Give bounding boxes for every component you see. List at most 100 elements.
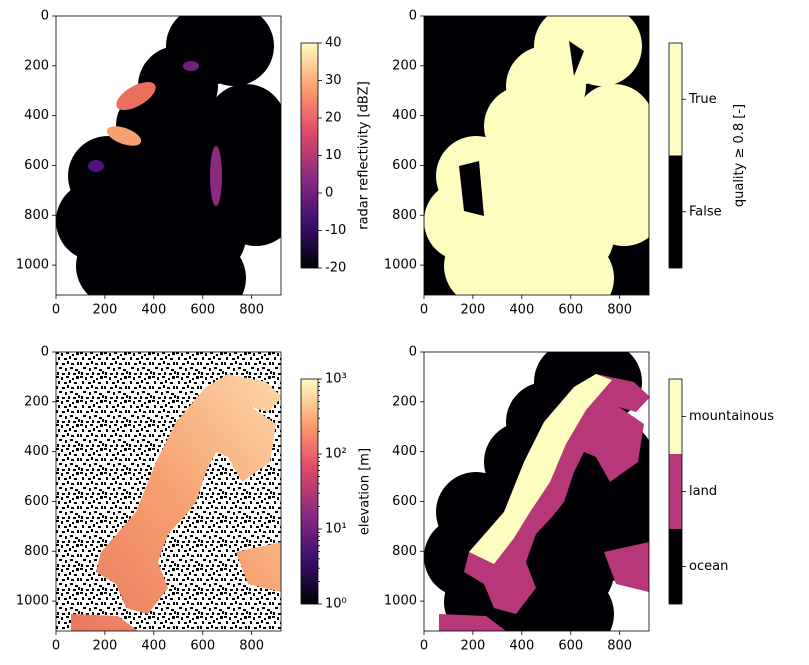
x-tick-label: 200 [460, 303, 485, 318]
colorbar-tick-label: 0 [325, 186, 333, 201]
y-tick-label: 400 [24, 108, 49, 123]
x-tick-label: 200 [460, 639, 485, 654]
radar-coverage [166, 96, 246, 176]
colorbar-frame [300, 42, 319, 269]
colorbar-tick-label: 40 [325, 36, 342, 51]
colorbar: -20 -10 0 10 20 30 40 radar reflectivity [dBZ] [300, 36, 372, 276]
colorbar-label: radar reflectivity [dBZ] [357, 81, 372, 230]
x-tick-label: 200 [92, 303, 117, 318]
y-tick-label: 200 [392, 58, 417, 73]
colorbar-tick-label: 10⁰ [325, 597, 347, 612]
x-tick-label: 800 [239, 303, 264, 318]
colorbar-segment [669, 155, 682, 268]
radar-coverage [121, 181, 201, 261]
colorbar-gradient [301, 379, 318, 604]
x-tick-label: 600 [190, 639, 215, 654]
x-tick-label: 800 [239, 639, 264, 654]
y-tick-label: 800 [392, 208, 417, 223]
x-tick-label: 400 [141, 303, 166, 318]
colorbar-segment [669, 454, 682, 529]
colorbar: oceanlandmountainoussurface type [668, 378, 774, 605]
radar-coverage [584, 166, 649, 246]
colorbar-tick-label: False [689, 204, 722, 219]
colorbar-tick-label: 10¹ [325, 522, 347, 537]
colorbar-tick-label: -10 [325, 223, 346, 238]
colorbar-gradient [301, 43, 318, 268]
axes-frame [423, 15, 650, 296]
axes-frame [55, 15, 282, 296]
panel: 0 200 400 600 800 0 200 400 600 800 1000 [384, 345, 650, 654]
mountains [469, 374, 612, 564]
image [424, 16, 649, 295]
colorbar-label: elevation [m] [357, 448, 372, 535]
y-tick-label: 600 [392, 494, 417, 509]
colorbar-tick-label: 20 [325, 111, 342, 126]
y-tick-label: 800 [24, 544, 49, 559]
radar-coverage [534, 574, 614, 631]
colorbar-segment [669, 529, 682, 604]
colorbar: 10⁰ 10¹ 10² 10³ elevation [m] [300, 372, 372, 612]
colorbar-frame [668, 378, 683, 605]
x-tick-label: 0 [420, 303, 428, 318]
y-tick-label: 1000 [16, 594, 49, 609]
x-tick-label: 800 [607, 639, 632, 654]
echo [183, 61, 199, 71]
land [71, 374, 281, 631]
colorbar-frame [300, 378, 319, 605]
y-tick-label: 800 [392, 544, 417, 559]
image [56, 16, 281, 295]
colorbar-tick-label: land [689, 484, 717, 499]
echo [106, 126, 142, 146]
colorbar-tick-label: 30 [325, 73, 342, 88]
x-tick-label: 600 [558, 639, 583, 654]
y-tick-label: 0 [41, 9, 49, 24]
y-tick-label: 200 [24, 394, 49, 409]
echo [210, 146, 222, 206]
y-tick-label: 1000 [16, 258, 49, 273]
x-tick-label: 600 [558, 303, 583, 318]
x-tick-label: 800 [607, 303, 632, 318]
colorbar-tick-label: ocean [689, 559, 728, 574]
x-tick-label: 0 [52, 303, 60, 318]
colorbar-tick-label: 10² [325, 447, 347, 462]
x-tick-label: 0 [52, 639, 60, 654]
echo [88, 160, 104, 172]
colorbar-segment [669, 43, 682, 156]
y-tick-label: 1000 [384, 594, 417, 609]
axes-frame [55, 351, 282, 632]
radar-coverage [166, 238, 246, 295]
x-tick-label: 200 [92, 639, 117, 654]
axes-frame [423, 351, 650, 632]
y-tick-label: 600 [392, 158, 417, 173]
y-tick-label: 200 [24, 58, 49, 73]
colorbar-label: quality ≥ 0.8 [-] [732, 104, 747, 207]
radar-coverage [534, 238, 614, 295]
panel: 0 200 400 600 800 0 200 400 600 800 1000 [384, 9, 650, 318]
y-tick-label: 600 [24, 158, 49, 173]
colorbar-tick-label: 10 [325, 148, 342, 163]
colorbar-tick-label: 10³ [325, 372, 347, 387]
radar-coverage [534, 96, 614, 176]
y-tick-label: 400 [24, 444, 49, 459]
x-tick-label: 400 [509, 639, 534, 654]
x-tick-label: 400 [509, 303, 534, 318]
colorbar-frame [668, 42, 683, 269]
x-tick-label: 0 [420, 639, 428, 654]
y-tick-label: 400 [392, 444, 417, 459]
image [56, 352, 281, 631]
y-tick-label: 600 [24, 494, 49, 509]
y-tick-label: 200 [392, 394, 417, 409]
colorbar-tick-label: True [688, 92, 717, 107]
colorbar-tick-label: mountainous [689, 409, 774, 424]
land [439, 374, 649, 631]
colorbar-segment [669, 379, 682, 454]
x-tick-label: 600 [190, 303, 215, 318]
radar-coverage [216, 166, 281, 246]
image [424, 352, 649, 631]
y-tick-label: 1000 [384, 258, 417, 273]
echo [116, 82, 156, 110]
x-tick-label: 400 [141, 639, 166, 654]
radar-coverage [489, 181, 569, 261]
y-tick-label: 0 [41, 345, 49, 360]
